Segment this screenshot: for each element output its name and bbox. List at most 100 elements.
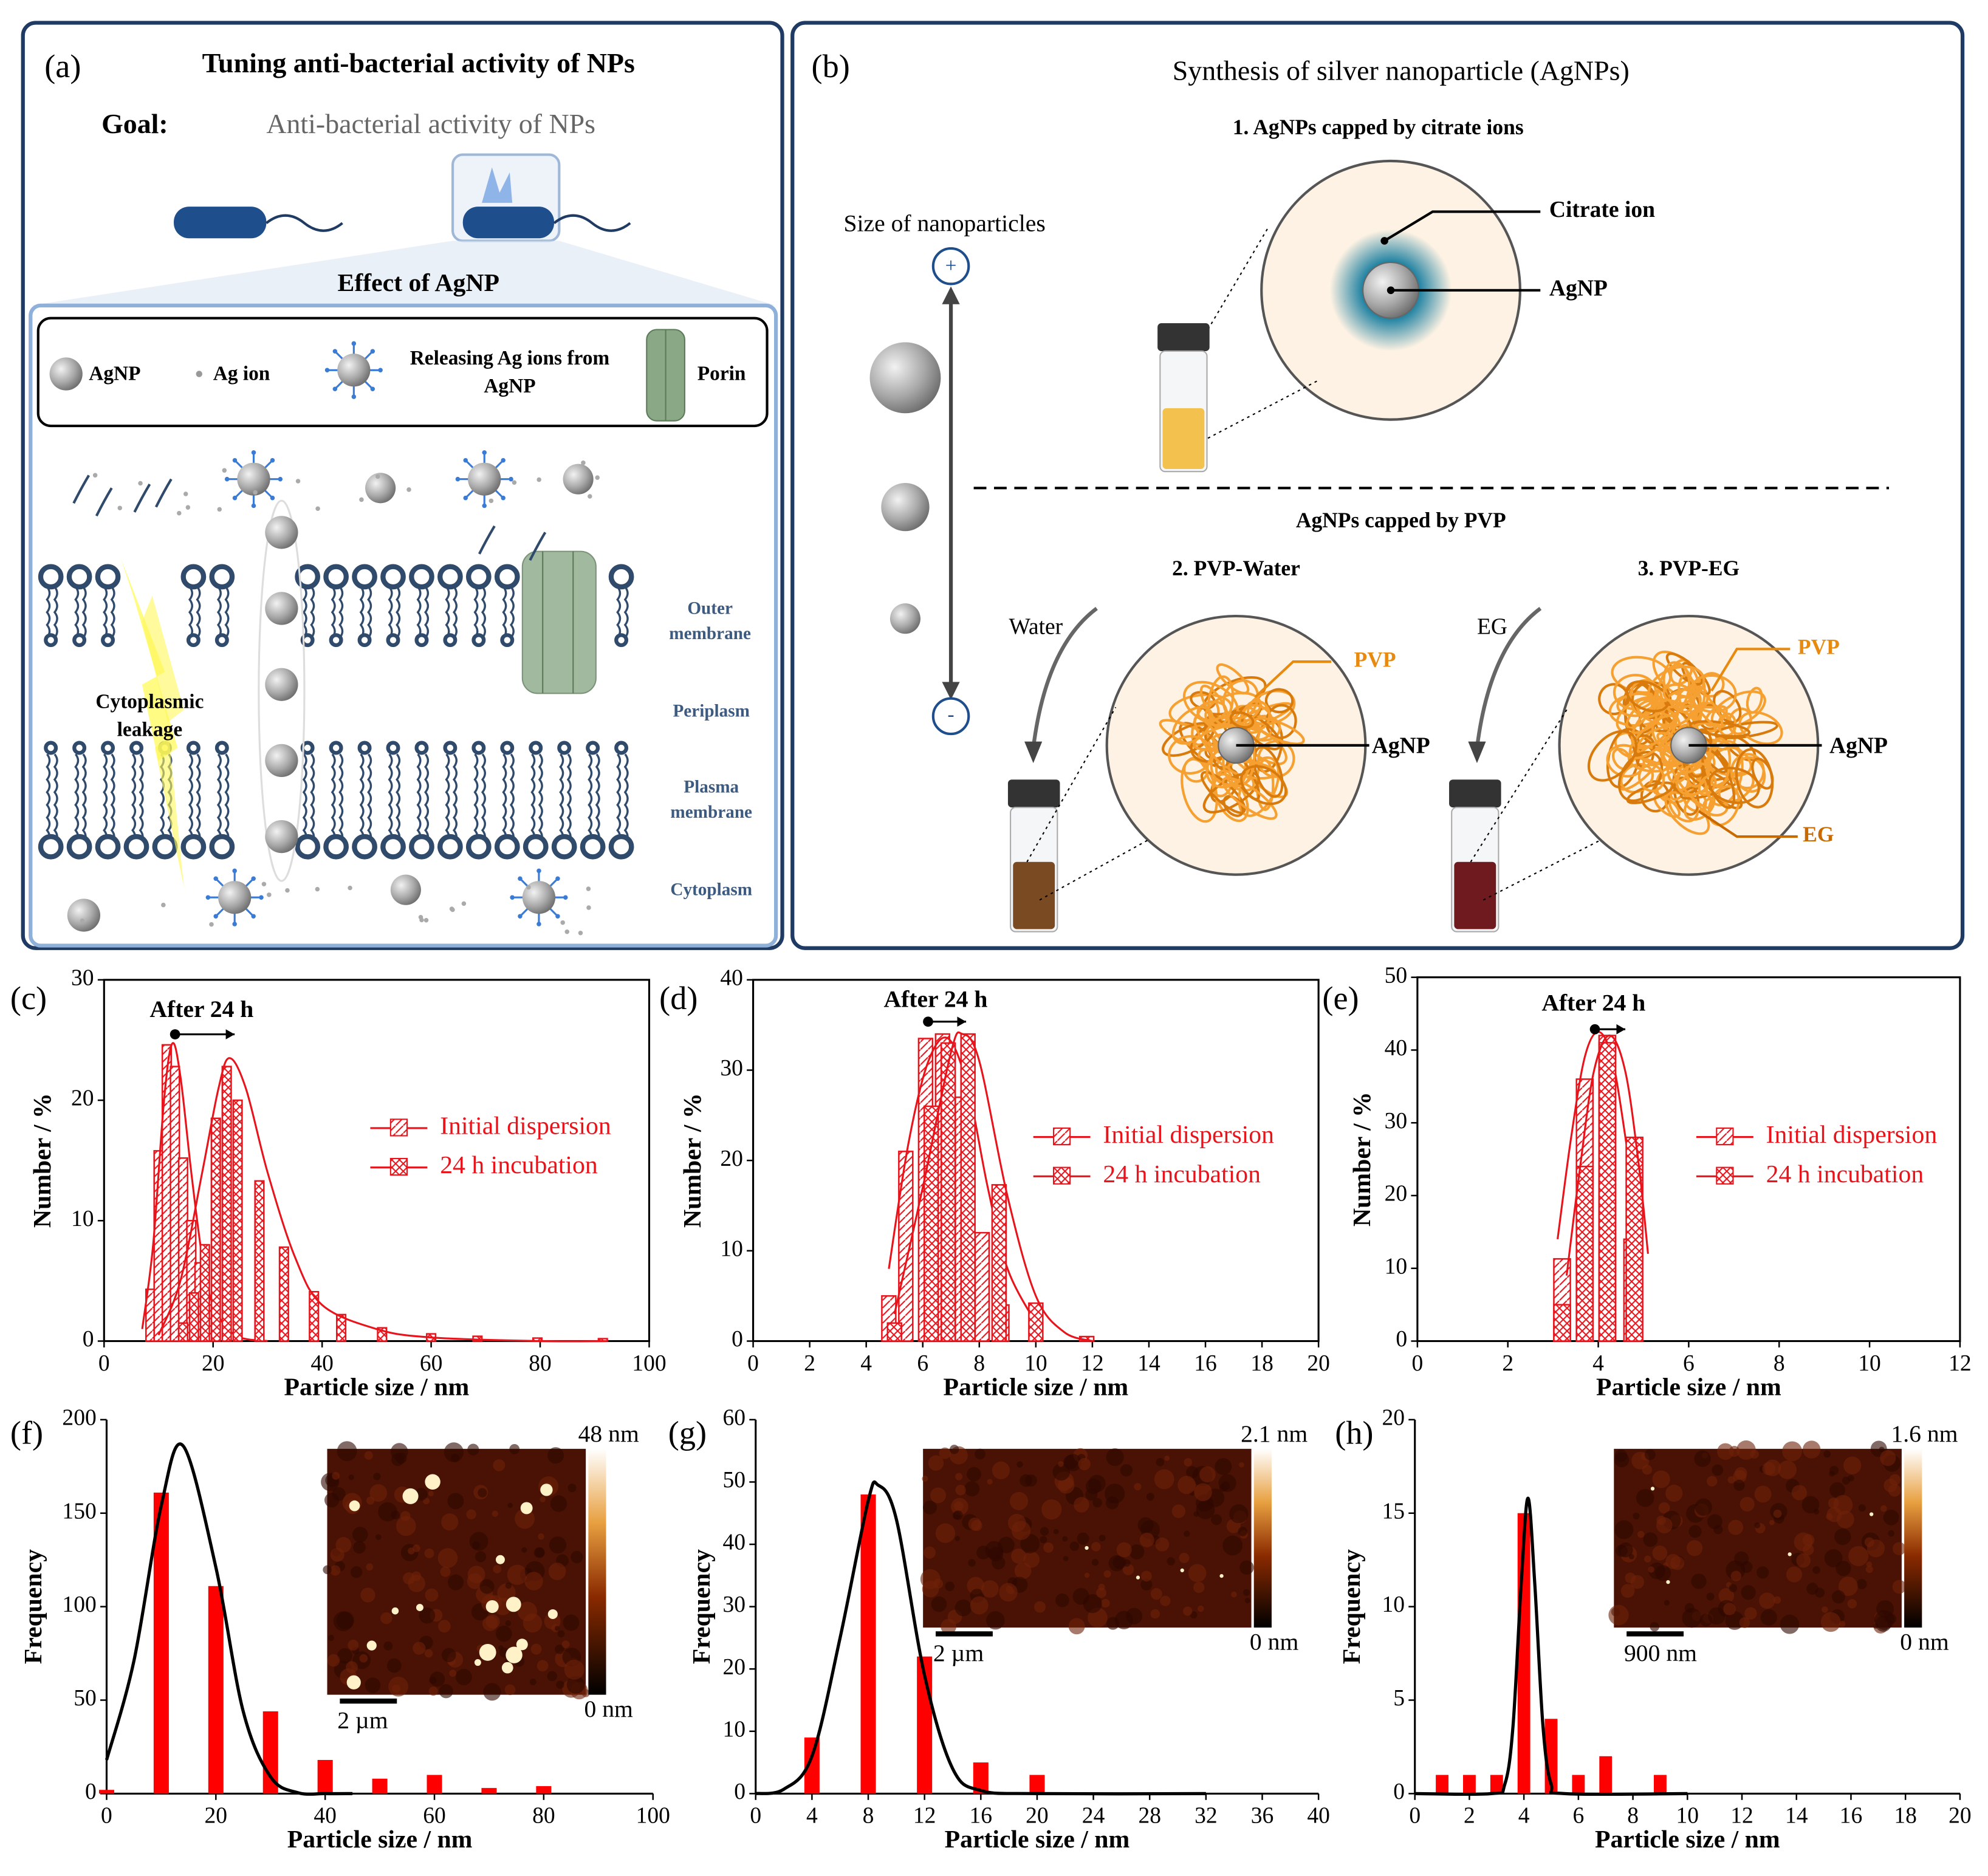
colorbar-min: 0 nm [584, 1696, 634, 1722]
afm-texture [1786, 1566, 1803, 1583]
lipid-head [72, 741, 87, 755]
afm-texture [1160, 1595, 1171, 1606]
afm-texture [1184, 1458, 1193, 1467]
legend-porin: Porin [698, 362, 746, 385]
afm-texture [567, 1484, 577, 1493]
ligand-end [251, 503, 256, 508]
y-tick-label: 40 [723, 1530, 746, 1555]
lipid-head [380, 834, 406, 860]
afm-particle [506, 1646, 523, 1663]
legend-porin-icon [646, 329, 685, 422]
lipid-tail [502, 753, 507, 844]
afm-texture [1856, 1578, 1867, 1589]
lipid-tail [46, 753, 51, 844]
legend-agnp-icon [49, 357, 83, 391]
ag-ion [588, 494, 592, 499]
afm-texture [561, 1640, 570, 1649]
afm-texture [1106, 1448, 1124, 1467]
lipid-head [38, 834, 64, 860]
agnp [218, 881, 252, 914]
afm-texture [1826, 1513, 1833, 1520]
afm-texture [524, 1572, 543, 1590]
afm-texture [1193, 1581, 1205, 1594]
pvp-coil [1746, 686, 1763, 714]
lipid-head [500, 633, 515, 648]
releasing-agnp [510, 868, 568, 926]
lipid-head [101, 633, 115, 648]
afm-texture [1009, 1491, 1029, 1510]
ligand-end [455, 476, 461, 482]
lipid-head [608, 834, 634, 860]
afm-texture [1120, 1463, 1133, 1477]
afm-texture [564, 1659, 584, 1680]
ligand-end [463, 457, 468, 463]
ag-ion [92, 473, 98, 478]
x-tick-label: 20 [1949, 1804, 1972, 1829]
afm-texture [1836, 1510, 1854, 1529]
lipid-tail [53, 586, 58, 638]
pvp-coil [1253, 717, 1305, 745]
ag-ion [526, 885, 531, 890]
zoom [1470, 707, 1569, 863]
afm-texture [1620, 1584, 1635, 1598]
releasing-agnp [224, 450, 283, 508]
x-tick-label: 20 [205, 1804, 228, 1829]
lipid-head [186, 633, 201, 648]
bar [1463, 1775, 1476, 1794]
afm-texture [1141, 1570, 1152, 1582]
afm-texture [923, 1546, 936, 1559]
ag-ion [375, 474, 380, 479]
colorbar-max: 48 nm [578, 1420, 639, 1447]
afm-texture [548, 1563, 566, 1580]
legend-swatch [1716, 1127, 1734, 1146]
afm-texture [1754, 1522, 1761, 1529]
leader [1710, 648, 1791, 692]
lipid-head [614, 633, 629, 648]
lipid-head [443, 741, 458, 755]
pvp-coil [1708, 767, 1760, 804]
lipid-head [95, 834, 121, 860]
ag-ion [359, 497, 364, 502]
ag-ion [348, 885, 352, 891]
y-tick-label: 0 [734, 1779, 746, 1804]
effect-frame [29, 303, 778, 948]
pvp-coil [1213, 773, 1249, 823]
afm-texture [1652, 1470, 1670, 1488]
eg-label: EG [1803, 822, 1834, 846]
ag-ion [295, 479, 301, 484]
afm-texture [968, 1559, 976, 1567]
afm-texture [1221, 1481, 1230, 1491]
colorbar-max: 1.6 nm [1891, 1420, 1958, 1447]
afm-texture [483, 1683, 501, 1701]
lipid-tail [473, 586, 479, 638]
lipid-tail [216, 753, 222, 844]
lipid-tail [81, 753, 87, 844]
ag-ion [177, 510, 182, 516]
x-tick-label: 8 [1774, 1351, 1785, 1376]
afm-texture [1730, 1570, 1742, 1581]
section-title: 3. PVP-EG [1638, 556, 1740, 580]
ligand-end [518, 876, 523, 882]
afm-texture [392, 1684, 400, 1693]
ag-ion [449, 906, 454, 911]
afm-texture [1778, 1460, 1797, 1479]
afm-texture [1880, 1450, 1896, 1467]
ag-ion [581, 460, 586, 465]
annotation-arrowhead [225, 1029, 235, 1039]
lipid-head [437, 564, 463, 590]
lipid-head [295, 834, 321, 860]
fit-curve [1414, 1496, 1688, 1796]
afm-texture [1848, 1546, 1869, 1567]
afm-texture [1875, 1615, 1892, 1632]
lipid-head [523, 834, 549, 860]
afm-texture [479, 1579, 495, 1594]
size-label: Size of nanoparticles [843, 210, 1045, 236]
chart: (d) 0 2 4 6 8 10 12 14 16 18 20 0 10 20 30 40 Particle si… [659, 965, 1330, 1401]
lipid-tail [338, 753, 344, 844]
afm-texture [1238, 1527, 1247, 1536]
x-tick-label: 8 [1627, 1804, 1639, 1829]
y-tick-label: 15 [1382, 1499, 1405, 1524]
ligand-end [370, 386, 375, 391]
afm-texture [505, 1582, 512, 1589]
afm-texture [1802, 1534, 1815, 1546]
